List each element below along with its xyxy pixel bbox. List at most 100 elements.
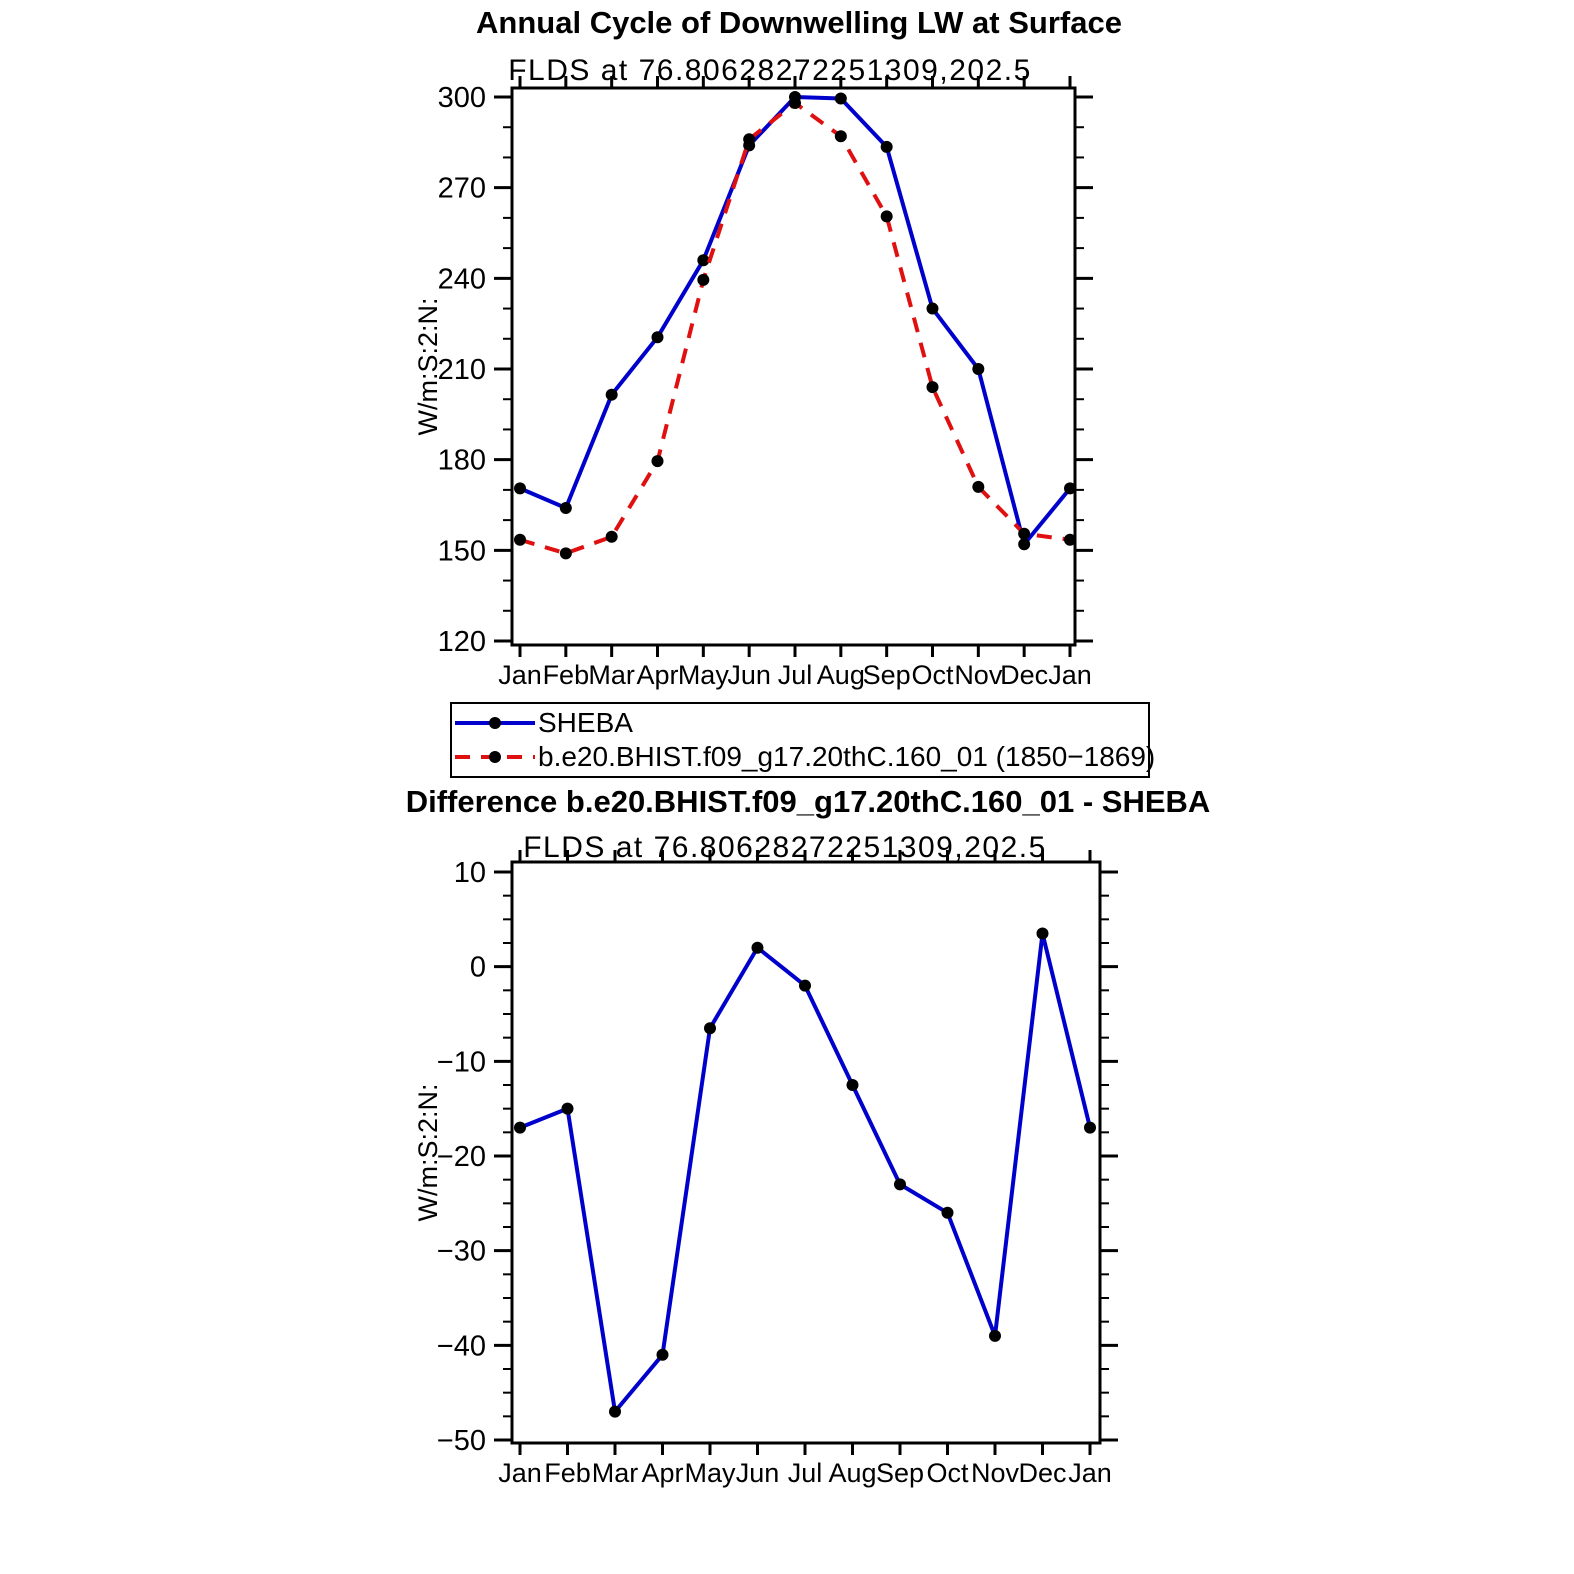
- data-point-marker: [697, 254, 710, 267]
- data-point-marker: [846, 1079, 859, 1091]
- legend-entry-model: b.e20.BHIST.f09_g17.20thC.160_01 (1850−1…: [454, 740, 1155, 774]
- y-tick-label: −20: [437, 1141, 486, 1173]
- data-point-marker: [989, 1329, 1001, 1342]
- x-tick-label: Sep: [863, 660, 911, 690]
- x-tick-label: Aug: [828, 1458, 876, 1488]
- data-point-marker: [926, 302, 939, 315]
- data-point-marker: [1084, 1121, 1096, 1134]
- data-point-marker: [1064, 533, 1076, 546]
- x-tick-label: Dec: [1000, 660, 1048, 690]
- x-tick-label: Apr: [636, 660, 678, 690]
- model-line-swatch: [455, 751, 535, 763]
- x-tick-label: Oct: [926, 1458, 969, 1488]
- plot-frame: [510, 86, 1077, 647]
- legend-marker-dot: [489, 717, 501, 729]
- legend-marker-dot: [489, 751, 501, 763]
- series-markers: [514, 91, 1076, 551]
- data-point-marker: [894, 1178, 906, 1191]
- y-axis-label: W/m:S:2:N:: [413, 297, 443, 435]
- series-line-b-e20-bhist-f09-g17-20thc-160-01-1850-1869-: [519, 101, 1071, 556]
- data-point-marker: [1064, 482, 1076, 495]
- plot-frame: [510, 860, 1102, 1445]
- data-point-marker: [697, 273, 710, 286]
- x-tick-label: Oct: [911, 660, 954, 690]
- data-point-marker: [834, 92, 847, 105]
- data-point-marker: [799, 979, 811, 992]
- axis-ticks: [494, 850, 1118, 1455]
- data-point-marker: [751, 941, 764, 954]
- data-point-marker: [514, 1121, 526, 1134]
- data-point-marker: [972, 363, 985, 375]
- data-point-marker: [559, 547, 572, 560]
- x-tick-label: Mar: [588, 660, 635, 690]
- x-tick-label: May: [684, 1458, 736, 1488]
- x-tick-label: Feb: [544, 1458, 591, 1488]
- data-point-marker: [651, 331, 664, 344]
- y-tick-label: 0: [470, 952, 486, 984]
- data-point-marker: [1036, 927, 1049, 940]
- data-point-marker: [789, 97, 801, 110]
- x-tick-label: Feb: [543, 660, 590, 690]
- data-point-marker: [834, 130, 847, 143]
- legend-label-model: b.e20.BHIST.f09_g17.20thC.160_01 (1850−1…: [538, 741, 1156, 772]
- y-tick-label: −30: [437, 1236, 486, 1268]
- data-point-marker: [972, 480, 985, 493]
- x-tick-label: Jun: [727, 660, 771, 690]
- bottom-chart-difference: Difference b.e20.BHIST.f09_g17.20thC.160…: [406, 784, 1211, 1488]
- y-tick-label: 120: [438, 626, 486, 658]
- x-tick-label: Sep: [876, 1458, 924, 1488]
- y-axis-label: W/m:S:2:N:: [413, 1083, 443, 1221]
- data-point-marker: [880, 140, 893, 153]
- y-tick-label: −10: [437, 1046, 486, 1078]
- x-tick-label: Jan: [498, 1458, 542, 1488]
- x-tick-label: Jun: [736, 1458, 780, 1488]
- x-tick-label: Aug: [817, 660, 865, 690]
- series-markers: [514, 927, 1096, 1418]
- data-point-marker: [561, 1102, 574, 1115]
- x-tick-label: Jul: [778, 660, 813, 690]
- x-tick-label: May: [678, 660, 730, 690]
- y-tick-label: −50: [437, 1425, 486, 1457]
- data-point-marker: [651, 455, 664, 468]
- series-line-sheba: [519, 95, 1072, 547]
- chart-title: Annual Cycle of Downwelling LW at Surfac…: [476, 5, 1122, 40]
- sheba-line-swatch: [455, 717, 535, 729]
- data-point-marker: [1018, 527, 1031, 540]
- y-tick-label: −40: [437, 1330, 486, 1362]
- y-tick-label: 210: [438, 354, 486, 386]
- data-point-marker: [605, 530, 618, 543]
- x-tick-label: Jul: [788, 1458, 823, 1488]
- series-markers: [514, 97, 1076, 560]
- chart-title: Difference b.e20.BHIST.f09_g17.20thC.160…: [406, 784, 1211, 819]
- chart-subtitle: FLDS at 76.80628272251309,202.5: [508, 54, 1032, 87]
- data-point-marker: [514, 482, 526, 495]
- x-tick-label: Mar: [592, 1458, 639, 1488]
- y-tick-label: 270: [438, 173, 486, 205]
- y-tick-label: 240: [438, 263, 486, 295]
- data-point-marker: [559, 502, 572, 515]
- y-tick-label: 180: [438, 445, 486, 477]
- x-tick-label: Nov: [971, 1458, 1020, 1488]
- data-point-marker: [704, 1022, 716, 1035]
- x-tick-label: Jan: [498, 660, 542, 690]
- x-tick-label: Jan: [1048, 660, 1092, 690]
- data-point-marker: [926, 381, 939, 394]
- legend-label-sheba: SHEBA: [538, 707, 633, 738]
- x-tick-label: Dec: [1018, 1458, 1066, 1488]
- data-point-marker: [941, 1206, 954, 1219]
- y-tick-label: 10: [454, 857, 486, 889]
- legend-entry-sheba: SHEBA: [454, 706, 1148, 740]
- legend: SHEBA b.e20.BHIST.f09_g17.20thC.160_01 (…: [450, 702, 1155, 778]
- axis-ticks: [494, 76, 1093, 657]
- data-point-marker: [656, 1348, 669, 1361]
- chart-subtitle: FLDS at 76.80628272251309,202.5: [523, 831, 1047, 864]
- x-tick-label: Nov: [954, 660, 1003, 690]
- y-tick-label: 150: [438, 535, 486, 567]
- x-tick-label: Apr: [641, 1458, 683, 1488]
- data-point-marker: [605, 388, 618, 401]
- data-point-marker: [609, 1405, 621, 1418]
- data-point-marker: [1018, 538, 1031, 551]
- top-chart: Annual Cycle of Downwelling LW at Surfac…: [413, 5, 1122, 690]
